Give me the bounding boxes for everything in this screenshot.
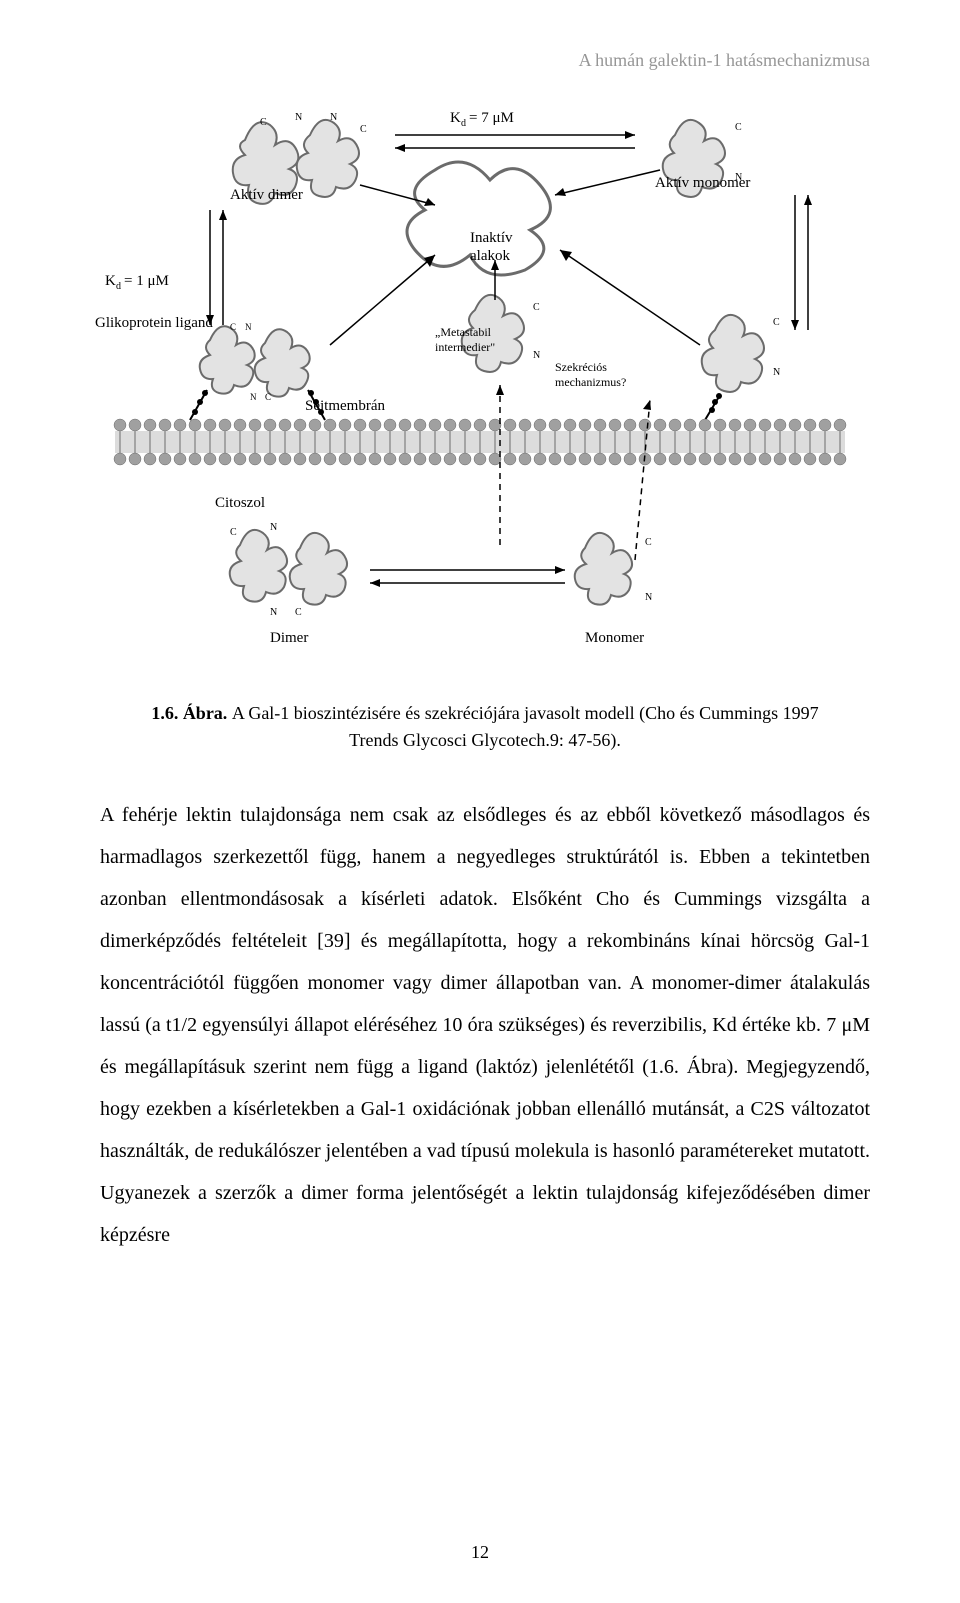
svg-text:N: N [270, 607, 277, 618]
caption-line2: Trends Glycosci Glycotech.9: 47-56). [349, 730, 621, 750]
bound-monomer-icon: C N [702, 315, 781, 420]
galectin-diagram: K d = 7 μM C N N C [95, 100, 875, 660]
kd-1-rest: = 1 μM [124, 273, 169, 289]
svg-text:C: C [533, 302, 540, 313]
dimer-label: Dimer [270, 630, 308, 647]
caption-line1: A Gal-1 bioszintézisére és szekréciójára… [232, 703, 819, 723]
svg-text:N: N [645, 592, 652, 603]
cytosol-monomer-icon: C N [575, 533, 653, 605]
kd-1-sub: d [116, 281, 121, 292]
kd-7-sub: d [461, 118, 466, 129]
szekrecios-label-2: mechanizmus? [555, 375, 626, 390]
kd-7-rest: = 7 μM [469, 110, 514, 126]
svg-text:N: N [533, 350, 540, 361]
svg-text:N: N [245, 322, 252, 332]
kd-7-label: K [450, 110, 461, 126]
inaktiv-label-2: alakok [470, 248, 510, 265]
svg-text:N: N [330, 112, 337, 123]
metastabil-label-1: „Metastabil [435, 325, 491, 340]
svg-text:C: C [265, 392, 271, 402]
glikoprotein-label: Glikoprotein ligand [95, 315, 213, 332]
svg-text:C: C [230, 527, 237, 538]
body-paragraph: A fehérje lektin tulajdonsága nem csak a… [100, 794, 870, 1256]
svg-text:C: C [645, 537, 652, 548]
svg-text:C: C [360, 124, 367, 135]
diagram-svg: K d = 7 μM C N N C [95, 100, 875, 660]
svg-text:C: C [773, 317, 780, 328]
sejtmembran-label: Sejtmembrán [305, 398, 385, 415]
svg-text:C: C [230, 322, 236, 332]
inaktiv-label-1: Inaktív [470, 230, 513, 247]
aktiv-monomer-label: Aktív monomer [655, 175, 750, 192]
svg-text:N: N [250, 392, 257, 402]
membrane-icon [114, 419, 846, 465]
figure-container: K d = 7 μM C N N C [100, 100, 870, 660]
svg-text:N: N [773, 367, 780, 378]
monomer-label: Monomer [585, 630, 644, 647]
caption-prefix: 1.6. Ábra. [151, 703, 232, 723]
cytosol-dimer-icon: C N N C [230, 522, 347, 618]
kd-1-label: K [105, 273, 116, 289]
svg-text:C: C [260, 117, 267, 128]
szekrecios-label-1: Szekréciós [555, 360, 607, 375]
metastabil-label-2: intermedier" [435, 340, 495, 355]
svg-text:N: N [295, 112, 302, 123]
svg-text:C: C [735, 122, 742, 133]
aktiv-dimer-label: Aktív dimer [230, 187, 303, 204]
citoszol-label: Citoszol [215, 495, 265, 512]
svg-text:N: N [270, 522, 277, 533]
figure-caption: 1.6. Ábra. A Gal-1 bioszintézisére és sz… [100, 700, 870, 754]
page-number: 12 [0, 1542, 960, 1563]
svg-text:C: C [295, 607, 302, 618]
running-title: A humán galektin-1 hatásmechanizmusa [579, 50, 870, 71]
